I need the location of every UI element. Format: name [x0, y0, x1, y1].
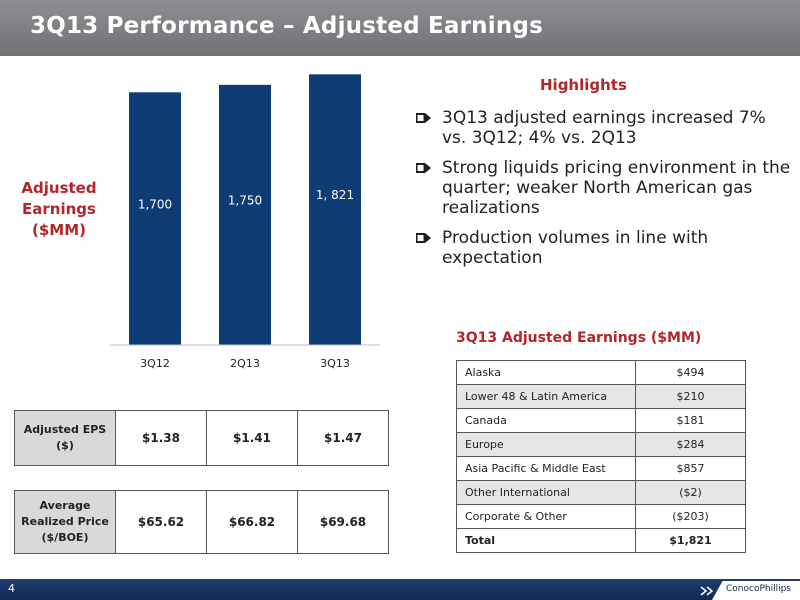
segment-value: $857	[635, 456, 746, 481]
segment-value: $284	[635, 432, 746, 457]
segment-name: Asia Pacific & Middle East	[456, 456, 636, 481]
highlight-text: Strong liquids pricing environment in th…	[442, 158, 791, 218]
logo-text: ConocoPhillips	[726, 584, 791, 594]
segment-name: Lower 48 & Latin America	[456, 384, 636, 409]
segment-value: $181	[635, 408, 746, 433]
highlight-item: 3Q13 adjusted earnings increased 7% vs. …	[414, 108, 794, 148]
segment-table-title: 3Q13 Adjusted Earnings ($MM)	[456, 330, 702, 346]
segment-name: Europe	[456, 432, 636, 457]
eps-label: Adjusted EPS ($)	[14, 410, 116, 466]
eps-value-3q12: $1.38	[115, 410, 207, 466]
segment-name: Canada	[456, 408, 636, 433]
arrow-bullet-icon	[416, 163, 431, 173]
highlight-item: Strong liquids pricing environment in th…	[414, 158, 794, 218]
table-row: Alaska $494	[456, 360, 746, 385]
arrow-bullet-icon	[416, 233, 431, 243]
eps-value-3q13: $1.47	[297, 410, 389, 466]
highlights-title: Highlights	[540, 76, 627, 94]
highlight-text: 3Q13 adjusted earnings increased 7% vs. …	[442, 108, 766, 148]
footer-bar: 4	[0, 579, 800, 600]
price-label: Average Realized Price ($/BOE)	[14, 490, 116, 554]
x-tick-label: 2Q13	[230, 357, 260, 370]
page-number: 4	[8, 582, 15, 595]
highlights-list: 3Q13 adjusted earnings increased 7% vs. …	[414, 108, 794, 278]
table-row: Adjusted EPS ($) $1.38 $1.41 $1.47	[14, 410, 389, 466]
segment-value: $210	[635, 384, 746, 409]
segment-name: Alaska	[456, 360, 636, 385]
bar-2q13	[219, 84, 271, 345]
total-value: $1,821	[635, 528, 746, 553]
adjusted-eps-table: Adjusted EPS ($) $1.38 $1.41 $1.47	[14, 410, 389, 466]
adjusted-earnings-bar-chart: 1,700 3Q12 1,750 2Q13 1, 821 3Q13	[110, 74, 380, 370]
price-value-3q13: $69.68	[297, 490, 389, 554]
arrow-bullet-icon	[416, 113, 431, 123]
eps-value-2q13: $1.41	[206, 410, 298, 466]
table-row: Lower 48 & Latin America $210	[456, 384, 746, 409]
highlight-text: Production volumes in line with expectat…	[442, 228, 709, 268]
segment-name: Corporate & Other	[456, 504, 636, 529]
segment-value: $494	[635, 360, 746, 385]
table-row: Other International ($2)	[456, 480, 746, 505]
table-row: Asia Pacific & Middle East $857	[456, 456, 746, 481]
chart-y-axis-title: Adjusted Earnings ($MM)	[21, 179, 97, 239]
segment-value: ($203)	[635, 504, 746, 529]
price-value-3q12: $65.62	[115, 490, 207, 554]
bar-3q13	[309, 74, 361, 345]
segment-value: ($2)	[635, 480, 746, 505]
x-tick-label: 3Q13	[320, 357, 350, 370]
table-row: Canada $181	[456, 408, 746, 433]
table-row: Average Realized Price ($/BOE) $65.62 $6…	[14, 490, 389, 554]
total-row: Total $1,821	[456, 528, 746, 553]
chevron-decoration-icon	[700, 586, 714, 596]
segment-name: Other International	[456, 480, 636, 505]
highlight-item: Production volumes in line with expectat…	[414, 228, 794, 268]
price-value-2q13: $66.82	[206, 490, 298, 554]
segment-earnings-table: Alaska $494 Lower 48 & Latin America $210 …	[456, 360, 746, 553]
table-row: Corporate & Other ($203)	[456, 504, 746, 529]
table-row: Europe $284	[456, 432, 746, 457]
bar-value-label: 1,700	[138, 198, 172, 212]
page-title: 3Q13 Performance – Adjusted Earnings	[30, 13, 543, 39]
average-realized-price-table: Average Realized Price ($/BOE) $65.62 $6…	[14, 490, 389, 554]
total-label: Total	[456, 528, 636, 553]
company-logo: ConocoPhillips	[712, 581, 800, 600]
bar-value-label: 1,750	[228, 194, 262, 208]
x-tick-label: 3Q12	[140, 357, 170, 370]
bar-3q12	[129, 92, 181, 345]
bar-value-label: 1, 821	[316, 188, 354, 202]
title-bar: 3Q13 Performance – Adjusted Earnings	[0, 0, 800, 56]
